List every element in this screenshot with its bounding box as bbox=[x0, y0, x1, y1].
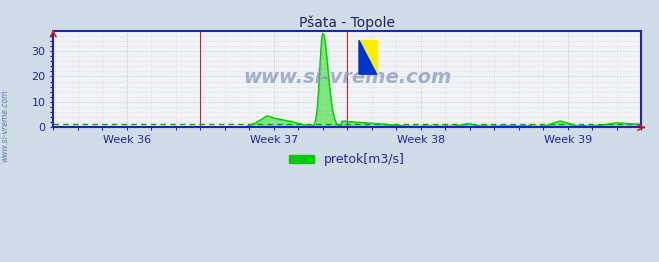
Title: Pšata - Topole: Pšata - Topole bbox=[299, 15, 395, 30]
Legend: pretok[m3/s]: pretok[m3/s] bbox=[284, 149, 410, 171]
Polygon shape bbox=[359, 40, 376, 74]
Polygon shape bbox=[359, 40, 376, 74]
Text: www.si-vreme.com: www.si-vreme.com bbox=[1, 89, 10, 162]
Text: www.si-vreme.com: www.si-vreme.com bbox=[243, 68, 451, 87]
